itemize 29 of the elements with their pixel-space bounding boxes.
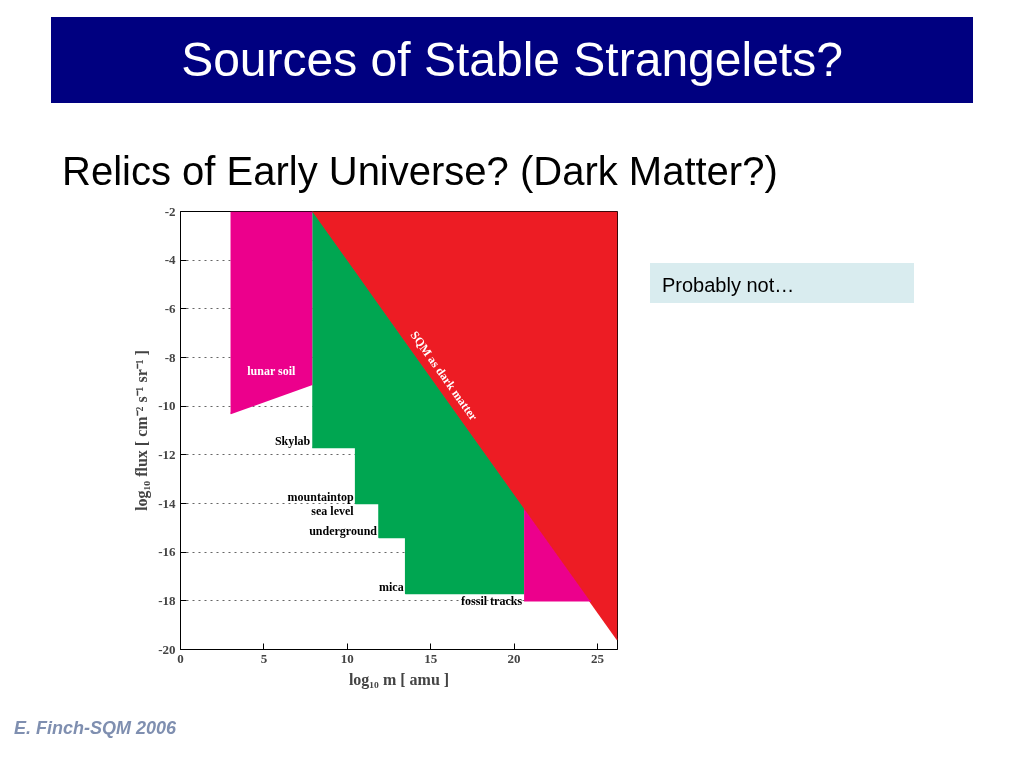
chart-title: Sources of Stable Strangelets? [181, 32, 843, 88]
chart-subtitle: Relics of Early Universe? (Dark Matter?) [62, 148, 778, 194]
x-tick-label: 20 [507, 650, 521, 666]
annotation: fossil tracks [461, 593, 523, 608]
y-tick-label: -6 [164, 300, 176, 316]
x-axis-title: log₁₀ m [ amu ] [348, 670, 450, 689]
annotation: sea level [311, 503, 355, 518]
annotation: Skylab [274, 433, 311, 448]
x-tick-label: 15 [424, 650, 438, 666]
y-tick-label: -10 [158, 398, 176, 414]
x-tick-label: 25 [590, 650, 605, 666]
y-tick-label: -4 [164, 252, 176, 268]
annotation: underground [309, 523, 378, 538]
annotation: mountaintop [287, 489, 354, 504]
x-tick-label: 10 [340, 650, 354, 666]
text: Probably not… [662, 273, 795, 298]
series-label: lunar soil [247, 363, 297, 378]
y-tick-label: -12 [158, 446, 176, 462]
x-tick-label: 5 [260, 650, 268, 666]
y-tick-label: -16 [158, 544, 176, 560]
y-tick-label: -14 [158, 495, 176, 511]
y-tick-label: -20 [158, 641, 176, 657]
y-tick-label: -2 [164, 203, 176, 219]
text: E. Finch-SQM 2006 [14, 717, 177, 740]
annotation: mica [379, 579, 404, 594]
x-tick-label: 0 [177, 650, 184, 666]
y-tick-label: -18 [158, 592, 176, 608]
y-tick-label: -8 [164, 349, 176, 365]
y-axis-title: log₁₀ flux [ cm⁻² s⁻¹ sr⁻¹ ] [133, 350, 152, 511]
